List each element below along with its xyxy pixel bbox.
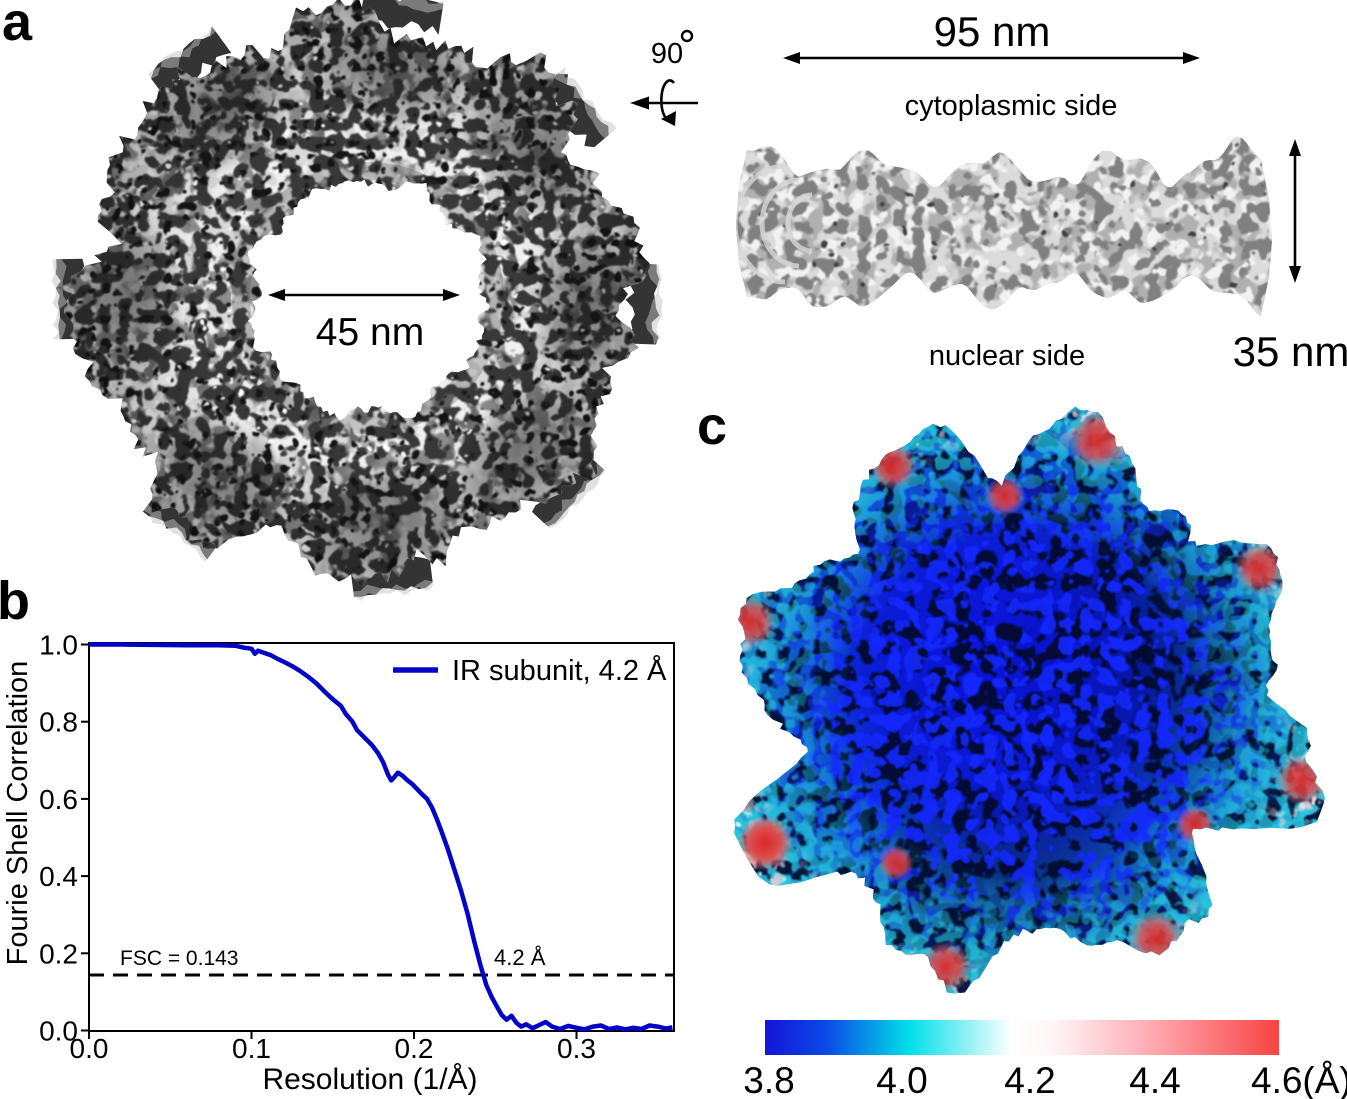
svg-text:FSC = 0.143: FSC = 0.143 xyxy=(120,947,238,970)
svg-text:35 nm: 35 nm xyxy=(1233,328,1347,375)
svg-text:c: c xyxy=(697,396,727,456)
svg-text:0.0: 0.0 xyxy=(70,1033,109,1064)
svg-text:a: a xyxy=(2,0,33,52)
svg-text:cytoplasmic side: cytoplasmic side xyxy=(905,90,1118,122)
svg-text:1.0: 1.0 xyxy=(39,630,78,661)
svg-text:45 nm: 45 nm xyxy=(316,311,424,354)
svg-text:0.3: 0.3 xyxy=(557,1033,596,1064)
svg-text:0.0: 0.0 xyxy=(39,1016,78,1047)
svg-text:Resolution (1/Å): Resolution (1/Å) xyxy=(262,1063,477,1096)
svg-text:0.1: 0.1 xyxy=(232,1033,271,1064)
svg-text:0.4: 0.4 xyxy=(39,861,78,892)
svg-text:4.2 Å: 4.2 Å xyxy=(494,945,546,970)
svg-text:0.6: 0.6 xyxy=(39,784,78,815)
svg-text:3.8: 3.8 xyxy=(743,1060,794,1099)
svg-text:90: 90 xyxy=(651,38,683,70)
svg-text:4.4: 4.4 xyxy=(1129,1060,1180,1099)
svg-text:Fourie Shell Correlation: Fourie Shell Correlation xyxy=(2,661,34,966)
svg-text:0.8: 0.8 xyxy=(39,707,78,738)
svg-text:4.6(Å): 4.6(Å) xyxy=(1251,1060,1347,1099)
svg-text:4.2: 4.2 xyxy=(1004,1060,1055,1099)
svg-text:0.2: 0.2 xyxy=(39,938,78,969)
svg-text:0.2: 0.2 xyxy=(395,1033,434,1064)
svg-text:95 nm: 95 nm xyxy=(934,8,1051,55)
svg-text:b: b xyxy=(0,571,30,631)
svg-text:IR subunit, 4.2 Å: IR subunit, 4.2 Å xyxy=(452,654,667,687)
svg-text:4.0: 4.0 xyxy=(876,1060,927,1099)
svg-text:nuclear side: nuclear side xyxy=(929,340,1085,372)
